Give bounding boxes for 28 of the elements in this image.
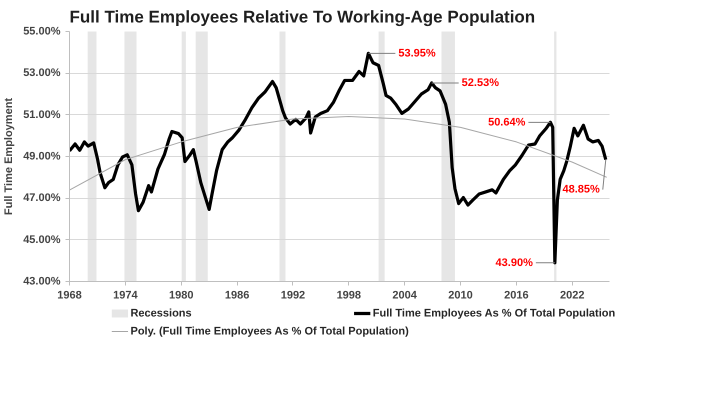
x-tick-label: 1968: [57, 290, 82, 302]
annotation: 52.53%: [462, 76, 500, 89]
y-tick-label: 43.00%: [23, 276, 61, 288]
y-tick-label: 47.00%: [23, 192, 61, 204]
x-tick-label: 1998: [336, 290, 362, 302]
annotation: 48.85%: [562, 184, 600, 196]
x-tick-label: 1992: [280, 290, 306, 302]
x-tick-label: 2016: [504, 290, 529, 302]
annotation: 50.64%: [488, 116, 526, 128]
y-tick-label: 49.00%: [23, 150, 61, 162]
chart-title: Full Time Employees Relative To Working-Age Population: [70, 8, 536, 26]
y-tick-label: 51.00%: [23, 108, 61, 121]
y-tick-label: 45.00%: [23, 234, 61, 246]
x-tick-label: 1980: [168, 290, 194, 302]
line-series: [70, 116, 608, 191]
legend-label: Full Time Employees As % Of Total Population: [372, 308, 616, 320]
x-tick-label: 1974: [113, 290, 138, 302]
legend-label: Poly. (Full Time Employees As % Of Total Population): [130, 326, 410, 338]
x-tick-label: 1986: [224, 290, 250, 302]
y-axis-title: Full Time Employment: [3, 98, 16, 216]
y-tick-label: 53.00%: [23, 67, 61, 80]
legend-label: Recessions: [130, 308, 192, 320]
annotation: 53.95%: [398, 47, 436, 60]
x-tick-label: 2022: [560, 290, 585, 302]
x-tick-label: 2004: [392, 290, 418, 302]
annotation: 43.90%: [496, 256, 534, 269]
x-tick-label: 2010: [448, 290, 473, 302]
y-tick-label: 55.00%: [23, 26, 61, 38]
